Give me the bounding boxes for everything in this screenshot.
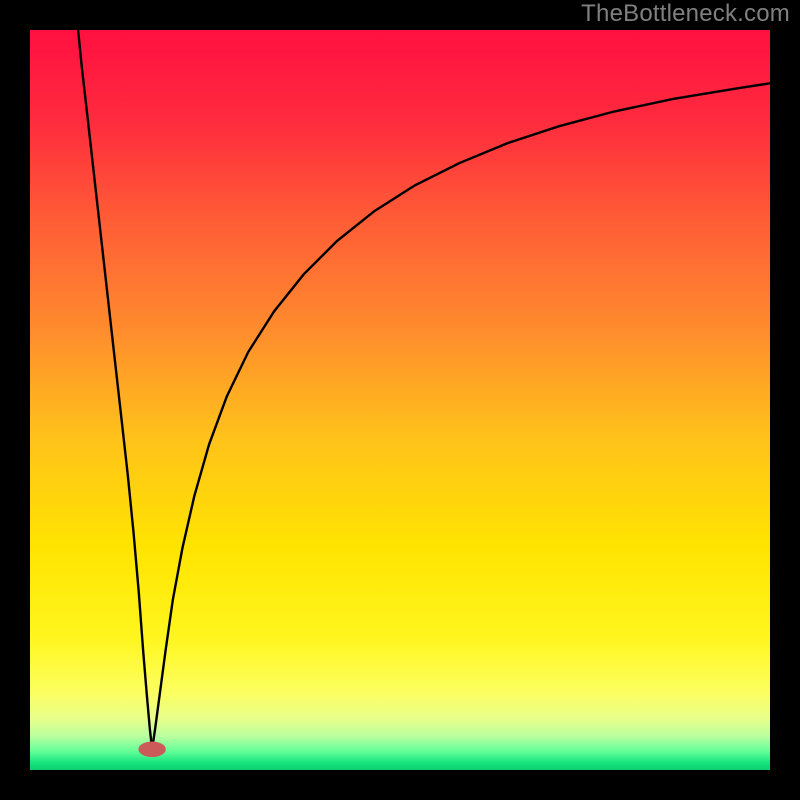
plot-area (30, 30, 770, 770)
chart-svg (30, 30, 770, 770)
gradient-background (30, 30, 770, 770)
minimum-marker (138, 742, 165, 758)
watermark-text: TheBottleneck.com (581, 0, 790, 28)
chart-frame: TheBottleneck.com (0, 0, 800, 800)
